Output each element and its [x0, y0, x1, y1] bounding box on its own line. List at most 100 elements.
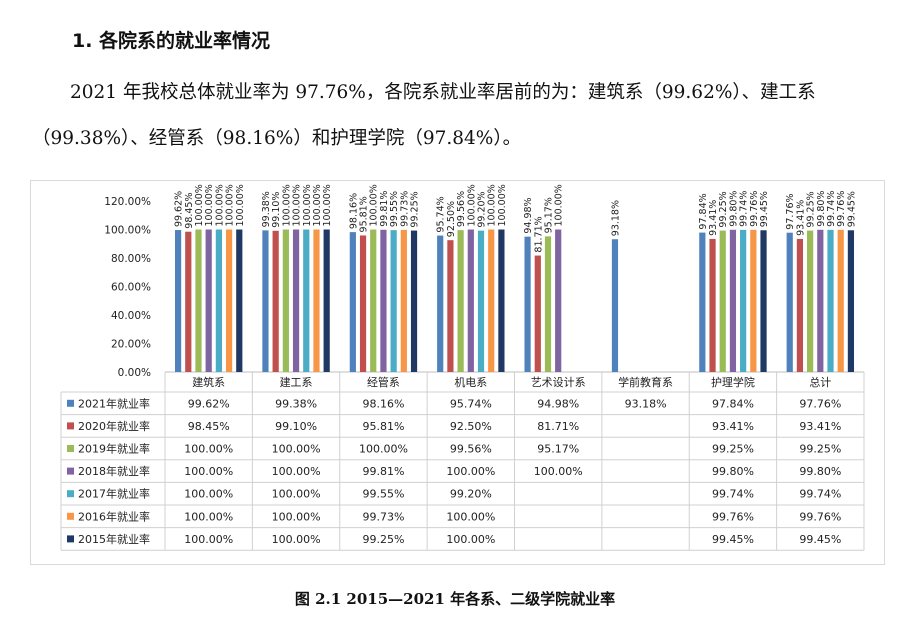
table-cell-value: 100.00%: [272, 510, 321, 523]
bar: [225, 229, 233, 372]
bar: [534, 255, 541, 372]
bar: [390, 230, 397, 372]
bar-data-label: 99.80%: [728, 191, 739, 227]
legend-swatch: [67, 490, 74, 498]
bar-data-label: 99.25%: [410, 191, 421, 227]
bar-data-label: 97.76%: [785, 193, 796, 229]
bar-data-label: 95.17%: [543, 197, 554, 233]
table-cell-value: 99.74%: [799, 488, 841, 501]
table-cell-value: 100.00%: [272, 533, 321, 546]
bar-data-label: 99.74%: [826, 191, 837, 227]
table-cell-value: 99.55%: [362, 488, 404, 501]
table-cell-value: 99.73%: [362, 510, 404, 523]
bar: [709, 238, 716, 372]
bar: [215, 229, 222, 372]
table-cell-value: 100.00%: [184, 510, 233, 523]
legend-swatch: [67, 445, 74, 452]
bar: [272, 230, 279, 372]
bar: [467, 229, 474, 372]
table-cell-value: 92.50%: [450, 420, 492, 433]
table-cell-value: 99.81%: [362, 465, 404, 478]
table-cell-value: 99.25%: [712, 443, 754, 456]
bar: [359, 235, 367, 372]
bar-data-label: 99.56%: [456, 191, 467, 227]
bar-data-label: 99.45%: [846, 191, 857, 227]
bar: [827, 229, 834, 372]
table-cell-value: 93.18%: [625, 397, 667, 410]
x-category-label: 艺术设计系: [531, 376, 586, 389]
bar-data-label: 100.00%: [281, 184, 292, 226]
bar: [699, 232, 706, 372]
bar-data-label: 95.74%: [436, 196, 447, 232]
chart-frame: 0.00% 20.00% 40.00% 60.00% 80.00% 100.00% 120.…: [30, 180, 885, 565]
x-category-label: 机电系: [454, 375, 487, 389]
y-tick-label: 60.00%: [111, 282, 151, 294]
table-cell-value: 100.00%: [534, 465, 583, 478]
y-tick-label: 20.00%: [111, 339, 151, 351]
x-category-label: 经管系: [367, 375, 400, 389]
bar-data-label: 97.84%: [698, 193, 709, 229]
table-cell-value: 100.00%: [359, 443, 408, 456]
table-cell-value: 99.45%: [712, 533, 754, 546]
y-tick-label: 100.00%: [104, 225, 151, 237]
bar: [323, 229, 330, 372]
bar-data-label: 94.98%: [523, 197, 534, 233]
table-cell-value: 100.00%: [446, 510, 495, 523]
bar-data-label: 100.00%: [322, 184, 333, 226]
bar: [410, 230, 418, 372]
table-cell-value: 95.81%: [362, 420, 404, 433]
bar-data-label: 99.10%: [271, 192, 282, 228]
bar: [437, 235, 444, 372]
bar-data-label: 99.25%: [718, 191, 729, 227]
bar-data-label: 100.00%: [497, 184, 508, 226]
table-cell-value: 99.80%: [712, 465, 754, 478]
legend-series-name: 2017年就业率: [78, 487, 150, 501]
bar: [370, 229, 377, 372]
bar-data-label: 100.00%: [235, 184, 246, 226]
bar: [611, 239, 619, 372]
table-cell-value: 99.20%: [450, 488, 492, 501]
bar: [498, 229, 505, 372]
table-cell-value: 95.17%: [537, 443, 579, 456]
bar-data-label: 93.41%: [708, 200, 719, 236]
bar-data-label: 99.62%: [174, 191, 185, 227]
table-cell-value: 100.00%: [184, 488, 233, 501]
table-cell-value: 100.00%: [272, 488, 321, 501]
table-cell-value: 100.00%: [184, 465, 233, 478]
legend-series-name: 2015年就业率: [78, 532, 150, 546]
legend-swatch: [67, 535, 74, 543]
bar: [282, 229, 289, 372]
bar: [205, 229, 212, 372]
bar-data-label: 99.38%: [261, 191, 272, 227]
y-tick-label: 0.00%: [118, 367, 151, 379]
x-category-label: 总计: [809, 375, 831, 389]
y-tick-label: 40.00%: [111, 310, 151, 322]
legend-swatch: [67, 399, 74, 407]
legend-series-name: 2020年就业率: [78, 419, 150, 433]
bar: [807, 230, 814, 372]
legend-series-name: 2016年就业率: [78, 509, 150, 523]
table-cell-value: 100.00%: [184, 443, 233, 456]
bar: [262, 230, 269, 372]
employment-rate-chart: 0.00% 20.00% 40.00% 60.00% 80.00% 100.00% 120.…: [60, 184, 865, 551]
bar-data-label: 99.74%: [739, 191, 750, 227]
bar-data-label: 100.00%: [554, 184, 565, 226]
bar: [349, 232, 356, 372]
bar-data-label: 93.41%: [795, 200, 806, 236]
bar-data-label: 99.55%: [389, 191, 400, 227]
table-cell-value: 97.84%: [712, 397, 754, 410]
bar: [719, 230, 726, 372]
bar: [740, 229, 747, 372]
table-cell-value: 99.76%: [799, 510, 841, 523]
bar: [796, 238, 804, 372]
y-tick-label: 120.00%: [104, 196, 151, 208]
bar: [447, 240, 454, 372]
section-heading: 1. 各院系的就业率情况: [72, 30, 271, 52]
bar: [760, 230, 767, 372]
table-cell-value: 99.25%: [362, 533, 404, 546]
bar-data-label: 100.00%: [487, 184, 498, 226]
table-cell-value: 99.38%: [275, 397, 317, 410]
legend-series-name: 2018年就业率: [78, 464, 150, 478]
table-cell-value: 94.98%: [537, 397, 579, 410]
table-cell-value: 98.16%: [362, 397, 404, 410]
